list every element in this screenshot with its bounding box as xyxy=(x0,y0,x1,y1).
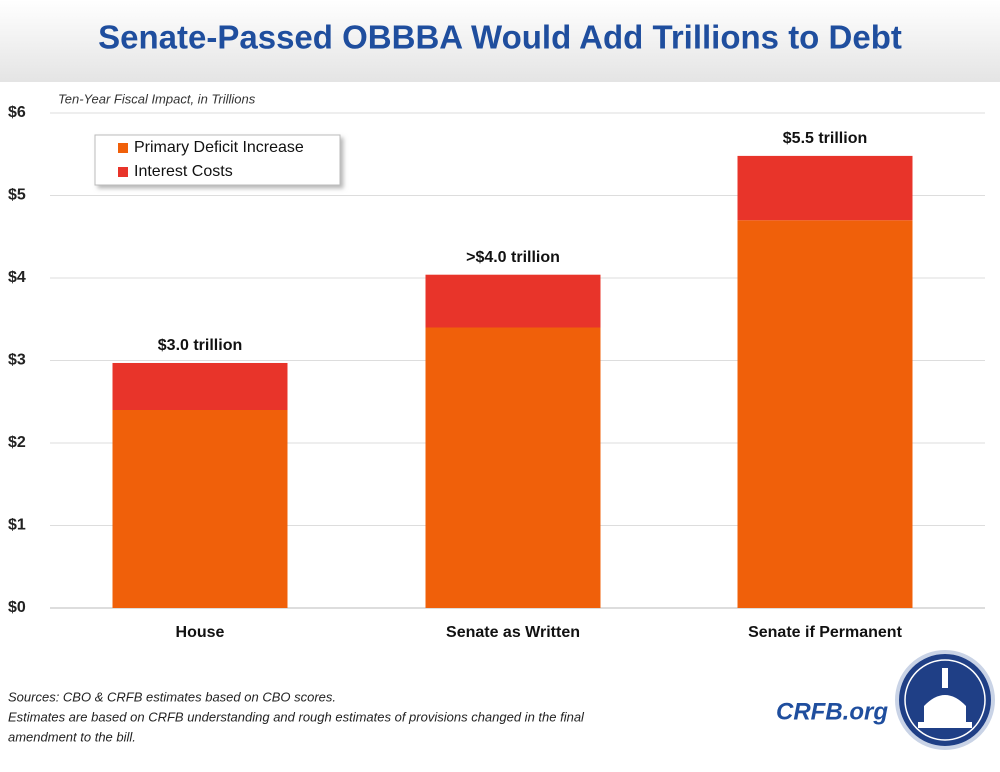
brand: CRFB.org xyxy=(776,698,888,725)
legend-box xyxy=(94,134,341,186)
chart-title: Senate-Passed OBBBA Would Add Trillions … xyxy=(98,19,902,56)
total-label: >$4.0 trillion xyxy=(466,249,560,266)
total-label: $3.0 trillion xyxy=(158,337,242,354)
y-tick-label: $0 xyxy=(8,599,26,616)
legend-swatch xyxy=(118,143,128,153)
y-tick-label: $6 xyxy=(8,104,26,121)
x-tick-label: House xyxy=(176,624,225,641)
bar-segment xyxy=(737,220,913,608)
source-line: Estimates are based on CRFB understandin… xyxy=(8,709,585,724)
y-tick-label: $1 xyxy=(8,517,26,534)
y-tick-label: $5 xyxy=(8,187,26,204)
legend-swatch xyxy=(118,167,128,177)
bar-segment xyxy=(425,327,601,608)
total-label: $5.5 trillion xyxy=(783,130,867,147)
x-tick-label: Senate as Written xyxy=(446,624,580,641)
bar-segment xyxy=(737,155,913,221)
y-tick-label: $4 xyxy=(8,269,26,286)
bar-segment xyxy=(425,274,601,328)
logo xyxy=(895,650,995,750)
y-tick-label: $2 xyxy=(8,434,26,451)
bar-segment xyxy=(112,410,288,608)
source-line: amendment to the bill. xyxy=(8,729,136,744)
subtitle: Ten-Year Fiscal Impact, in Trillions xyxy=(58,91,256,106)
y-tick-label: $3 xyxy=(8,352,26,369)
legend-label: Interest Costs xyxy=(134,163,233,180)
bar-segment xyxy=(112,362,288,410)
x-tick-label: Senate if Permanent xyxy=(748,624,903,641)
source-line: Sources: CBO & CRFB estimates based on C… xyxy=(8,689,336,704)
legend-label: Primary Deficit Increase xyxy=(134,139,304,156)
header-band xyxy=(0,0,1000,82)
